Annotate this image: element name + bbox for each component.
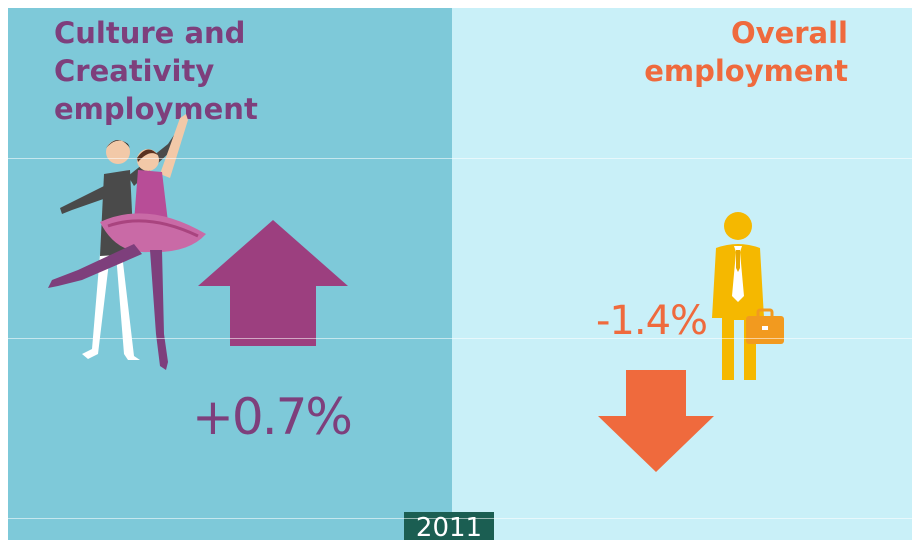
overall-change-value: -1.4% <box>596 298 708 344</box>
down-arrow-icon <box>598 370 714 472</box>
infographic: Culture and Creativity employment Overal… <box>8 8 912 540</box>
scanline <box>8 338 912 339</box>
dancers-icon <box>48 114 206 370</box>
scanline <box>8 518 912 519</box>
businessman-icon <box>712 212 784 380</box>
overall-panel <box>452 8 912 540</box>
scanline <box>8 158 912 159</box>
up-arrow-icon <box>198 220 348 346</box>
culture-employment-title: Culture and Creativity employment <box>54 16 258 126</box>
overall-employment-title: Overall employment <box>644 16 848 88</box>
year-badge: 2011 <box>404 512 494 540</box>
culture-change-value: +0.7% <box>192 388 353 446</box>
